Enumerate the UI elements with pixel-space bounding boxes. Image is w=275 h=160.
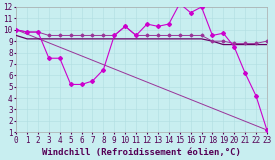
X-axis label: Windchill (Refroidissement éolien,°C): Windchill (Refroidissement éolien,°C) bbox=[42, 148, 241, 156]
